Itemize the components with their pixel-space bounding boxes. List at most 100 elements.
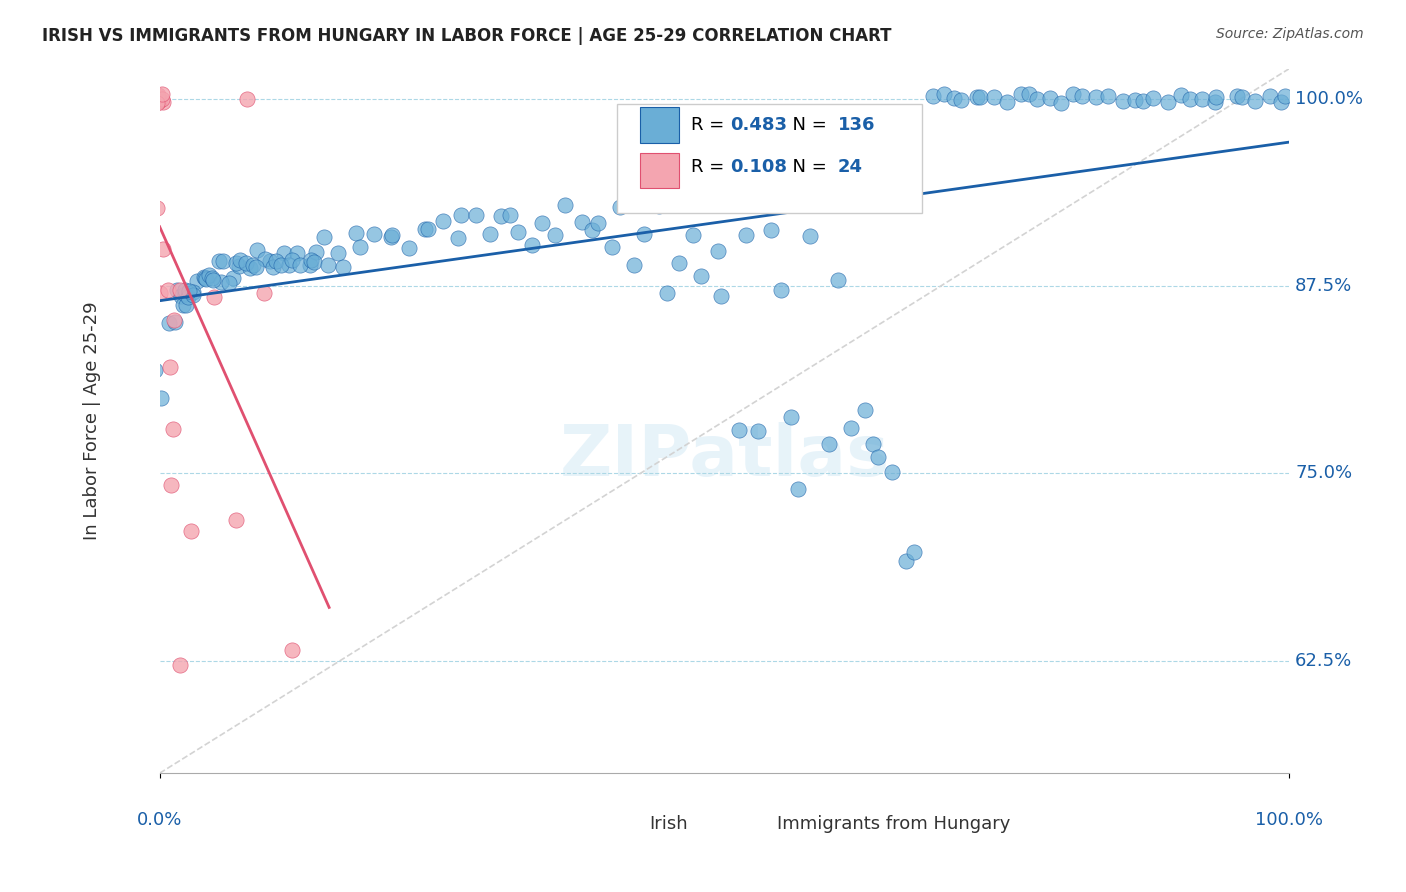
Point (1085, 90, 1108, 104)
Point (172, 298, 194, 312)
Point (197, 268, 219, 282)
Point (148, 94, 170, 108)
Point (157, 316, 180, 330)
Point (1204, 95, 1226, 109)
Point (209, 276, 232, 290)
Point (208, 253, 231, 268)
Text: Immigrants from Hungary: Immigrants from Hungary (778, 815, 1011, 833)
Text: R =: R = (690, 116, 730, 134)
Point (212, 254, 235, 268)
Point (1178, 92, 1201, 106)
Point (862, 437, 884, 451)
Point (866, 450, 889, 464)
Point (1157, 95, 1180, 110)
Point (817, 437, 839, 451)
Point (1244, 94, 1267, 108)
Point (498, 208, 520, 222)
Point (398, 241, 420, 255)
Point (156, 283, 179, 297)
Point (450, 209, 472, 223)
Point (727, 423, 749, 437)
FancyBboxPatch shape (640, 107, 679, 143)
Point (853, 402, 876, 417)
Point (380, 229, 402, 244)
Point (314, 229, 336, 244)
Point (146, 95, 169, 110)
Point (181, 288, 204, 302)
Point (554, 198, 576, 212)
Point (146, 201, 169, 215)
Point (186, 274, 208, 288)
Point (1191, 92, 1213, 106)
Point (827, 273, 849, 287)
Point (170, 288, 193, 302)
Point (305, 245, 328, 260)
Point (506, 226, 529, 240)
Point (432, 214, 454, 228)
Point (228, 252, 250, 267)
Point (149, 286, 172, 301)
FancyBboxPatch shape (617, 103, 922, 213)
Point (169, 283, 191, 297)
Point (177, 284, 200, 298)
Point (254, 252, 277, 266)
Point (710, 289, 733, 303)
Point (288, 258, 311, 272)
Point (682, 228, 704, 243)
Point (896, 554, 918, 568)
Point (799, 228, 821, 243)
Point (180, 524, 202, 539)
Text: Irish: Irish (648, 815, 688, 833)
Point (707, 244, 730, 259)
Point (1226, 88, 1249, 103)
Point (344, 226, 367, 240)
Text: 24: 24 (838, 158, 862, 177)
Point (1010, 87, 1032, 102)
Point (479, 227, 502, 241)
Text: 0.0%: 0.0% (136, 811, 183, 829)
Point (1039, 90, 1062, 104)
Point (150, 92, 173, 106)
Text: ZIPatlas: ZIPatlas (560, 422, 890, 491)
Point (194, 271, 217, 285)
Text: R =: R = (690, 158, 730, 177)
Point (299, 252, 322, 267)
Point (1170, 87, 1192, 102)
Point (544, 228, 567, 243)
Text: N =: N = (782, 158, 832, 177)
Point (969, 89, 991, 103)
Point (609, 200, 631, 214)
Point (253, 286, 276, 301)
Text: 75.0%: 75.0% (1295, 465, 1353, 483)
Text: 0.108: 0.108 (730, 158, 787, 177)
Point (235, 255, 257, 269)
Point (239, 260, 262, 275)
Point (416, 222, 439, 236)
Point (169, 657, 191, 672)
Point (159, 360, 181, 375)
Point (839, 421, 862, 435)
Text: 136: 136 (838, 116, 875, 134)
Point (1270, 95, 1292, 109)
FancyBboxPatch shape (640, 153, 679, 188)
Point (880, 466, 903, 480)
Text: 62.5%: 62.5% (1295, 652, 1353, 670)
Point (787, 483, 810, 497)
Point (531, 216, 554, 230)
Point (586, 216, 609, 230)
Point (222, 271, 245, 285)
Point (273, 245, 295, 260)
Point (489, 209, 512, 223)
Point (747, 424, 769, 438)
Text: N =: N = (782, 116, 832, 134)
Point (318, 258, 340, 272)
Text: IRISH VS IMMIGRANTS FROM HUNGARY IN LABOR FORCE | AGE 25-29 CORRELATION CHART: IRISH VS IMMIGRANTS FROM HUNGARY IN LABO… (42, 27, 891, 45)
Point (465, 208, 488, 222)
Text: Source: ZipAtlas.com: Source: ZipAtlas.com (1216, 27, 1364, 41)
Point (1142, 90, 1164, 104)
Point (602, 240, 624, 254)
Point (148, 87, 170, 102)
Point (1097, 89, 1119, 103)
Point (995, 95, 1018, 109)
Point (143, 363, 166, 377)
